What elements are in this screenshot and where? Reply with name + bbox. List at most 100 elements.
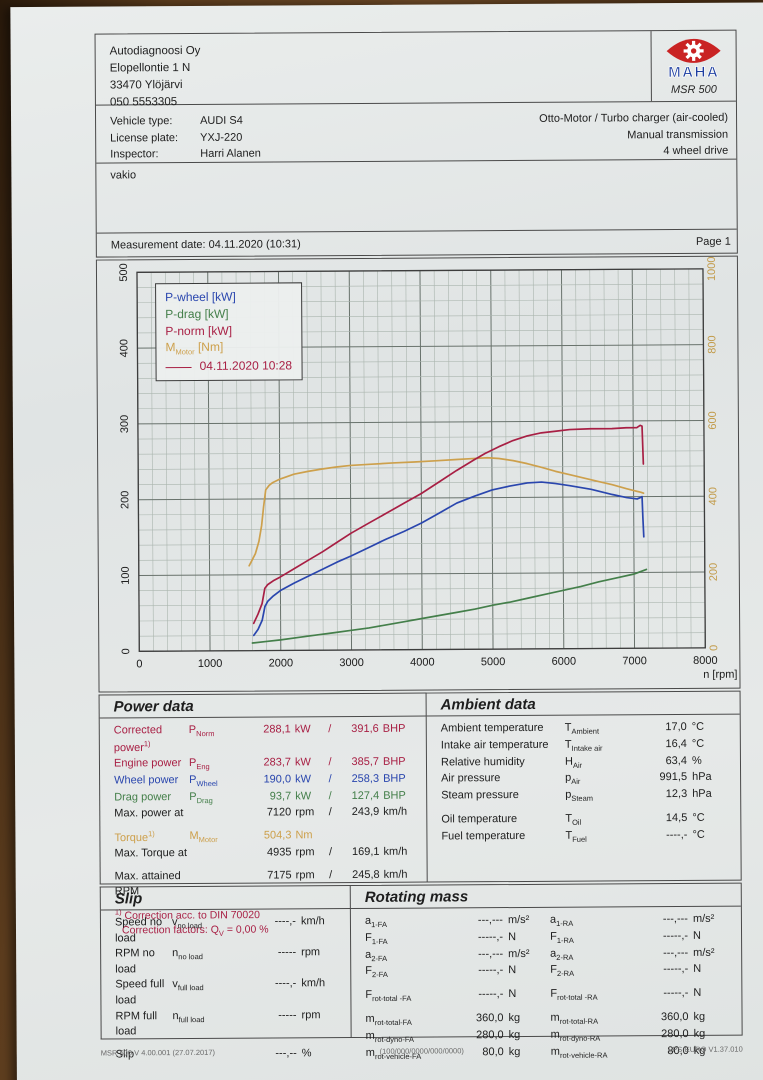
rotating-symbol-fa: F2-FA xyxy=(365,964,447,981)
power-row-value2: 169,1 xyxy=(351,846,380,859)
vehicle-info-label: Vehicle type: xyxy=(110,115,173,128)
vehicle-info-value: YXJ-220 xyxy=(200,131,243,144)
power-data-row: Wheel power PWheel 190,0 kW / 258,3 BHP xyxy=(114,771,419,790)
rotating-value-fa: -----,- xyxy=(478,964,504,977)
rotating-symbol-ra: a1-RA xyxy=(550,912,632,929)
x-tick-label: 2000 xyxy=(269,657,294,669)
rotating-unit-fa: m/s² xyxy=(508,947,530,960)
power-row-symbol xyxy=(189,806,243,822)
header-table: Autodiagnoosi Oy Elopellontie 1 N 33470 Yl… xyxy=(94,29,738,258)
symbol: F2-FA xyxy=(365,965,388,980)
rotating-unit-fa: N xyxy=(508,964,517,977)
rotating-value-fa: ---,--- xyxy=(478,947,504,960)
symbol: PNorm xyxy=(188,723,215,739)
symbol: F2-RA xyxy=(550,964,575,979)
grid-vline xyxy=(405,270,409,650)
symbol: a2-RA xyxy=(550,947,574,962)
engine-info-line: Manual transmission xyxy=(627,128,729,141)
grid-vline xyxy=(617,269,621,649)
symbol: F1-RA xyxy=(550,930,574,945)
ambient-row-value: ----,- xyxy=(666,828,688,842)
rotating-symbol-ra: mrot-total-RA xyxy=(550,1010,632,1027)
rotating-value-fa: 360,0 xyxy=(475,1012,504,1025)
power-row-value1: 4935 xyxy=(267,846,292,859)
rotating-symbol-ra: mrot-dyno-RA xyxy=(551,1027,633,1044)
ambient-row-label: Intake air temperature xyxy=(440,738,549,752)
legend-line-swatch xyxy=(165,366,192,368)
power-row-unit2: BHP xyxy=(383,772,406,785)
legend-item: P-norm [kW] xyxy=(165,323,233,338)
vehicle-info-value: Harri Alanen xyxy=(200,147,261,160)
slip-row-symbol: nfull load xyxy=(172,1008,244,1040)
rotating-mass-title: Rotating mass xyxy=(364,888,469,906)
grid-hline xyxy=(138,511,705,516)
power-row-unit2: km/h xyxy=(383,806,408,819)
grid-vline xyxy=(660,269,664,649)
rotating-symbol-fa: a1-FA xyxy=(365,913,447,930)
power-row-unit2: km/h xyxy=(383,845,408,859)
slip-row-symbol: vfull load xyxy=(172,977,244,1009)
ambient-row-unit: hPa xyxy=(692,788,712,801)
grid-vline xyxy=(646,269,649,649)
slip-title: Slip xyxy=(114,890,143,908)
ambient-row-value: 63,4 xyxy=(665,754,688,767)
symbol: F1-FA xyxy=(365,931,388,946)
rotating-mass-box: Rotating mass a1-FA ---,--- m/s² a1-RA ---,-… xyxy=(349,882,743,1061)
rotating-value-fa: -----,- xyxy=(477,930,504,944)
power-row-unit1: Nm xyxy=(295,829,313,842)
power-row-symbol: PWheel xyxy=(189,772,243,789)
grid-vline xyxy=(334,271,338,651)
logo-gear-icon xyxy=(683,40,704,61)
ambient-row-label: Ambient temperature xyxy=(440,721,544,735)
rotating-unit-fa: kg xyxy=(508,1028,521,1042)
rotating-value-ra: -----,- xyxy=(662,929,689,942)
rotating-mass-row: Frot-total -FA -----,- N Frot-total -RA ----… xyxy=(365,986,735,1005)
rotating-unit-ra: kg xyxy=(693,1027,706,1040)
rotating-symbol-ra: Frot-total -RA xyxy=(550,987,632,1004)
power-row-unit2 xyxy=(379,828,419,846)
power-row-symbol: PNorm xyxy=(189,723,243,756)
ambient-data-row: Air pressure pAir 991,5 hPa xyxy=(441,770,732,789)
power-row-slash: / xyxy=(328,789,332,802)
header-row: Autodiagnoosi Oy Elopellontie 1 N 33470 Yl… xyxy=(96,30,736,109)
grid-vline xyxy=(490,270,494,650)
x-tick-label: 3000 xyxy=(339,657,364,669)
ambient-data-box: Ambient data Ambient temperature TAmbient… xyxy=(425,690,742,883)
ambient-row-unit: °C xyxy=(692,812,705,825)
power-row-value1: 283,7 xyxy=(263,756,292,769)
slip-row-label: RPM no load xyxy=(115,947,155,976)
rotating-value-ra: -----,- xyxy=(663,963,689,976)
ambient-row-unit: °C xyxy=(692,828,705,841)
y-left-tick-label: 400 xyxy=(118,339,130,357)
power-row-unit2: BHP xyxy=(383,789,406,802)
x-tick-label: 1000 xyxy=(198,658,223,670)
measurement-date: Measurement date: 04.11.2020 (10:31) xyxy=(110,237,301,251)
power-row-value1: 190,0 xyxy=(263,773,292,786)
ambient-row-symbol: TFuel xyxy=(565,828,629,845)
power-row-slash: / xyxy=(328,772,332,785)
ambient-data-title: Ambient data xyxy=(440,695,536,714)
legend-item: MMotor [Nm] xyxy=(165,340,224,357)
series-p-wheel-kw- xyxy=(252,481,645,637)
y-left-tick-label: 300 xyxy=(119,415,131,433)
rotating-unit-fa: N xyxy=(508,988,517,1001)
ambient-row-label: Steam pressure xyxy=(441,789,519,802)
ambient-row-value: 17,0 xyxy=(665,720,687,734)
x-tick-label: 4000 xyxy=(410,657,435,669)
symbol: PDrag xyxy=(189,790,213,805)
ambient-data-row: Ambient temperature TAmbient 17,0 °C xyxy=(441,720,732,739)
rotating-value-fa: -----,- xyxy=(478,988,504,1001)
power-data-row: Torque1) MMotor 504,3 Nm xyxy=(114,828,419,847)
ambient-row-unit: °C xyxy=(691,720,705,733)
x-tick-label: 6000 xyxy=(552,656,577,668)
slip-box: Slip Speed no load vno load ----,- km/h RPM … xyxy=(99,885,352,1060)
rotating-symbol-ra: a2-RA xyxy=(550,946,632,963)
symbol: TIntake air xyxy=(564,738,603,753)
rotating-symbol-fa: mrot-dyno-FA xyxy=(366,1028,448,1045)
plot-frame xyxy=(136,268,706,652)
symbol: TAmbient xyxy=(564,721,600,736)
symbol: HAir xyxy=(564,755,583,770)
symbol: TOil xyxy=(565,812,582,827)
x-tick-label: 0 xyxy=(136,658,142,670)
grid-vline xyxy=(348,271,353,651)
